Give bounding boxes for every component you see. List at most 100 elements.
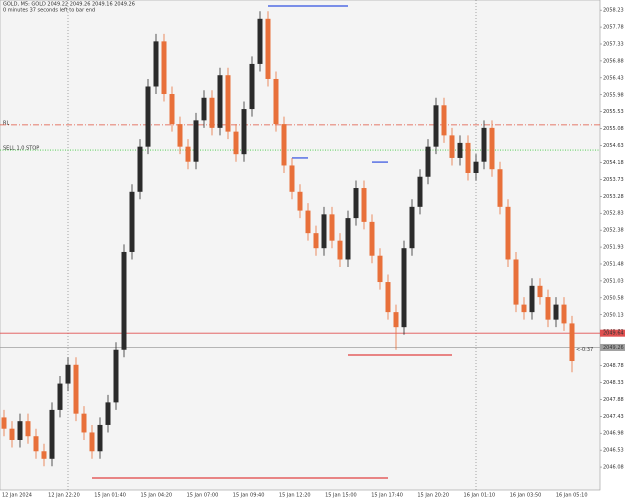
candle-body xyxy=(497,169,503,207)
candle-body xyxy=(353,188,359,219)
candle-body xyxy=(305,210,311,234)
x-tick-label: 15 Jan 15:00 xyxy=(325,493,357,499)
candle-body xyxy=(473,161,479,173)
x-tick-label: 15 Jan 12:20 xyxy=(279,493,311,499)
y-tick-label: 2056.88 xyxy=(603,58,624,64)
y-tick-label: 2048.33 xyxy=(603,380,624,386)
countdown: <-0:37 xyxy=(576,347,593,353)
x-tick-label: 15 Jan 17:40 xyxy=(371,493,403,499)
price-tag xyxy=(600,343,625,351)
candle-body xyxy=(161,41,167,95)
candle-body xyxy=(545,297,551,320)
candle-body xyxy=(561,304,567,324)
y-tick-label: 2053.73 xyxy=(603,177,624,183)
y-tick-label: 2050.58 xyxy=(603,295,624,301)
candle-body xyxy=(169,94,175,125)
candle-body xyxy=(281,124,287,166)
price-tag-label: 2049.64 xyxy=(603,331,624,337)
candle-body xyxy=(457,142,463,158)
x-tick-label: 16 Jan 05:10 xyxy=(556,493,588,499)
candle-body xyxy=(153,41,159,87)
y-tick-label: 2054.63 xyxy=(603,143,624,149)
price-tag-label: 2049.26 xyxy=(603,345,624,351)
y-tick-label: 2052.38 xyxy=(603,228,624,234)
y-tick-label: 2046.08 xyxy=(603,465,624,471)
plot-area xyxy=(0,0,601,491)
candle-body xyxy=(433,105,439,147)
candle-body xyxy=(81,413,87,433)
y-tick-label: 2054.18 xyxy=(603,160,624,166)
candle-body xyxy=(377,255,383,283)
candle-body xyxy=(465,142,471,173)
candle-body xyxy=(297,191,303,211)
y-tick-label: 2051.48 xyxy=(603,261,624,267)
candle-body xyxy=(513,259,519,305)
candle-body xyxy=(17,421,23,440)
x-tick-label: 12 Jan 22:20 xyxy=(48,493,80,499)
candle-body xyxy=(385,282,391,313)
y-tick-label: 2055.53 xyxy=(603,109,624,115)
candle-body xyxy=(505,206,511,260)
x-tick-label: 12 Jan 2024 xyxy=(2,493,32,499)
candle-body xyxy=(241,109,247,155)
y-tick-label: 2046.53 xyxy=(603,448,624,454)
candle-body xyxy=(537,285,543,298)
candle-body xyxy=(489,127,495,170)
y-tick-label: 2046.98 xyxy=(603,431,624,437)
candle-body xyxy=(369,221,375,256)
y-tick-label: 2048.78 xyxy=(603,363,624,369)
candle-body xyxy=(49,409,55,459)
candle-body xyxy=(345,218,351,260)
candle-body xyxy=(321,214,327,249)
candle-body xyxy=(97,424,103,452)
y-tick-label: 2052.83 xyxy=(603,211,624,217)
x-tick-label: 15 Jan 04:20 xyxy=(140,493,172,499)
x-tick-label: 15 Jan 07:00 xyxy=(187,493,219,499)
candle-body xyxy=(105,402,111,425)
candle-body xyxy=(481,127,487,162)
price-line-label: SELL 1.0 STOP xyxy=(3,146,39,152)
candle-body xyxy=(25,421,31,437)
candle-body xyxy=(313,233,319,249)
subheader: 0 minutes 37 seconds left to bar end xyxy=(3,8,95,14)
candle-body xyxy=(289,165,295,192)
y-tick-label: 2056.43 xyxy=(603,75,624,81)
candle-body xyxy=(233,131,239,155)
candle-body xyxy=(209,97,215,128)
candle-body xyxy=(273,78,279,125)
y-tick-label: 2055.98 xyxy=(603,92,624,98)
candle-body xyxy=(425,146,431,177)
candle-body xyxy=(329,214,335,241)
price-line-label: RL xyxy=(3,120,9,126)
y-tick-label: 2050.13 xyxy=(603,312,624,318)
candle-body xyxy=(417,176,423,207)
candle-body xyxy=(65,364,71,384)
y-tick-label: 2055.08 xyxy=(603,126,624,132)
candle-body xyxy=(89,432,95,452)
candle-body xyxy=(393,312,399,328)
candle-body xyxy=(569,323,575,362)
candle-body xyxy=(337,240,343,260)
x-tick-label: 15 Jan 20:20 xyxy=(417,493,449,499)
candle-body xyxy=(137,146,143,192)
candle-body xyxy=(521,304,527,313)
candle-body xyxy=(529,285,535,313)
candle-body xyxy=(41,451,47,459)
candle-body xyxy=(249,63,255,110)
price-tag xyxy=(600,329,625,337)
candle-body xyxy=(257,18,263,64)
candle-body xyxy=(409,206,415,249)
candle-body xyxy=(9,428,15,440)
candle-body xyxy=(217,75,223,128)
y-tick-label: 2047.43 xyxy=(603,414,624,420)
y-tick-label: 2058.23 xyxy=(603,8,624,14)
candle-body xyxy=(33,436,39,452)
y-tick-label: 2047.88 xyxy=(603,397,624,403)
header: GOLD, M5: GOLD 2049.22 2049.26 2049.16 2… xyxy=(3,2,135,8)
candle-body xyxy=(401,248,407,328)
candle-body xyxy=(225,75,231,132)
candle-body xyxy=(1,417,7,429)
y-tick-label: 2051.03 xyxy=(603,278,624,284)
y-tick-label: 2057.33 xyxy=(603,41,624,47)
